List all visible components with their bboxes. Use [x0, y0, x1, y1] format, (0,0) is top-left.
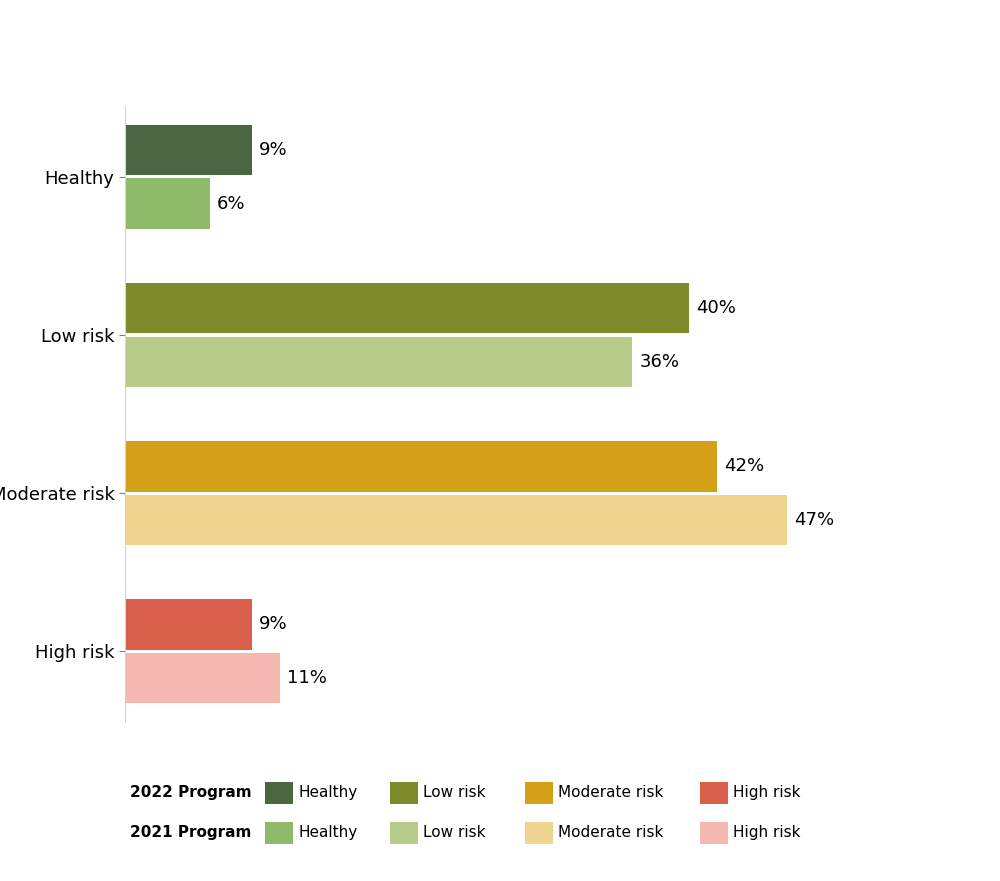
Text: 9%: 9%: [259, 616, 287, 633]
Text: 9%: 9%: [259, 141, 287, 159]
Bar: [125, 125, 252, 175]
Text: 11%: 11%: [287, 670, 327, 687]
Text: Healthy: Healthy: [298, 785, 357, 801]
Text: Moderate risk: Moderate risk: [558, 785, 663, 801]
Text: 42%: 42%: [724, 457, 764, 475]
Text: 47%: 47%: [794, 511, 834, 529]
Text: Healthy: Healthy: [298, 825, 357, 840]
Text: 2021 Program: 2021 Program: [130, 825, 251, 840]
Bar: [125, 599, 252, 649]
Text: Low risk: Low risk: [423, 785, 486, 801]
Text: High risk: High risk: [733, 785, 800, 801]
Text: 2022 Program: 2022 Program: [130, 785, 252, 801]
Text: Moderate risk: Moderate risk: [558, 825, 663, 840]
Bar: [125, 653, 280, 703]
Bar: [125, 441, 717, 492]
Text: 36%: 36%: [639, 353, 679, 371]
Text: 40%: 40%: [696, 300, 736, 317]
Text: High risk: High risk: [733, 825, 800, 840]
Bar: [125, 495, 787, 545]
Bar: [125, 283, 689, 333]
Text: Low risk: Low risk: [423, 825, 486, 840]
Bar: [125, 179, 210, 229]
Bar: [125, 337, 632, 387]
Text: 6%: 6%: [217, 195, 245, 212]
